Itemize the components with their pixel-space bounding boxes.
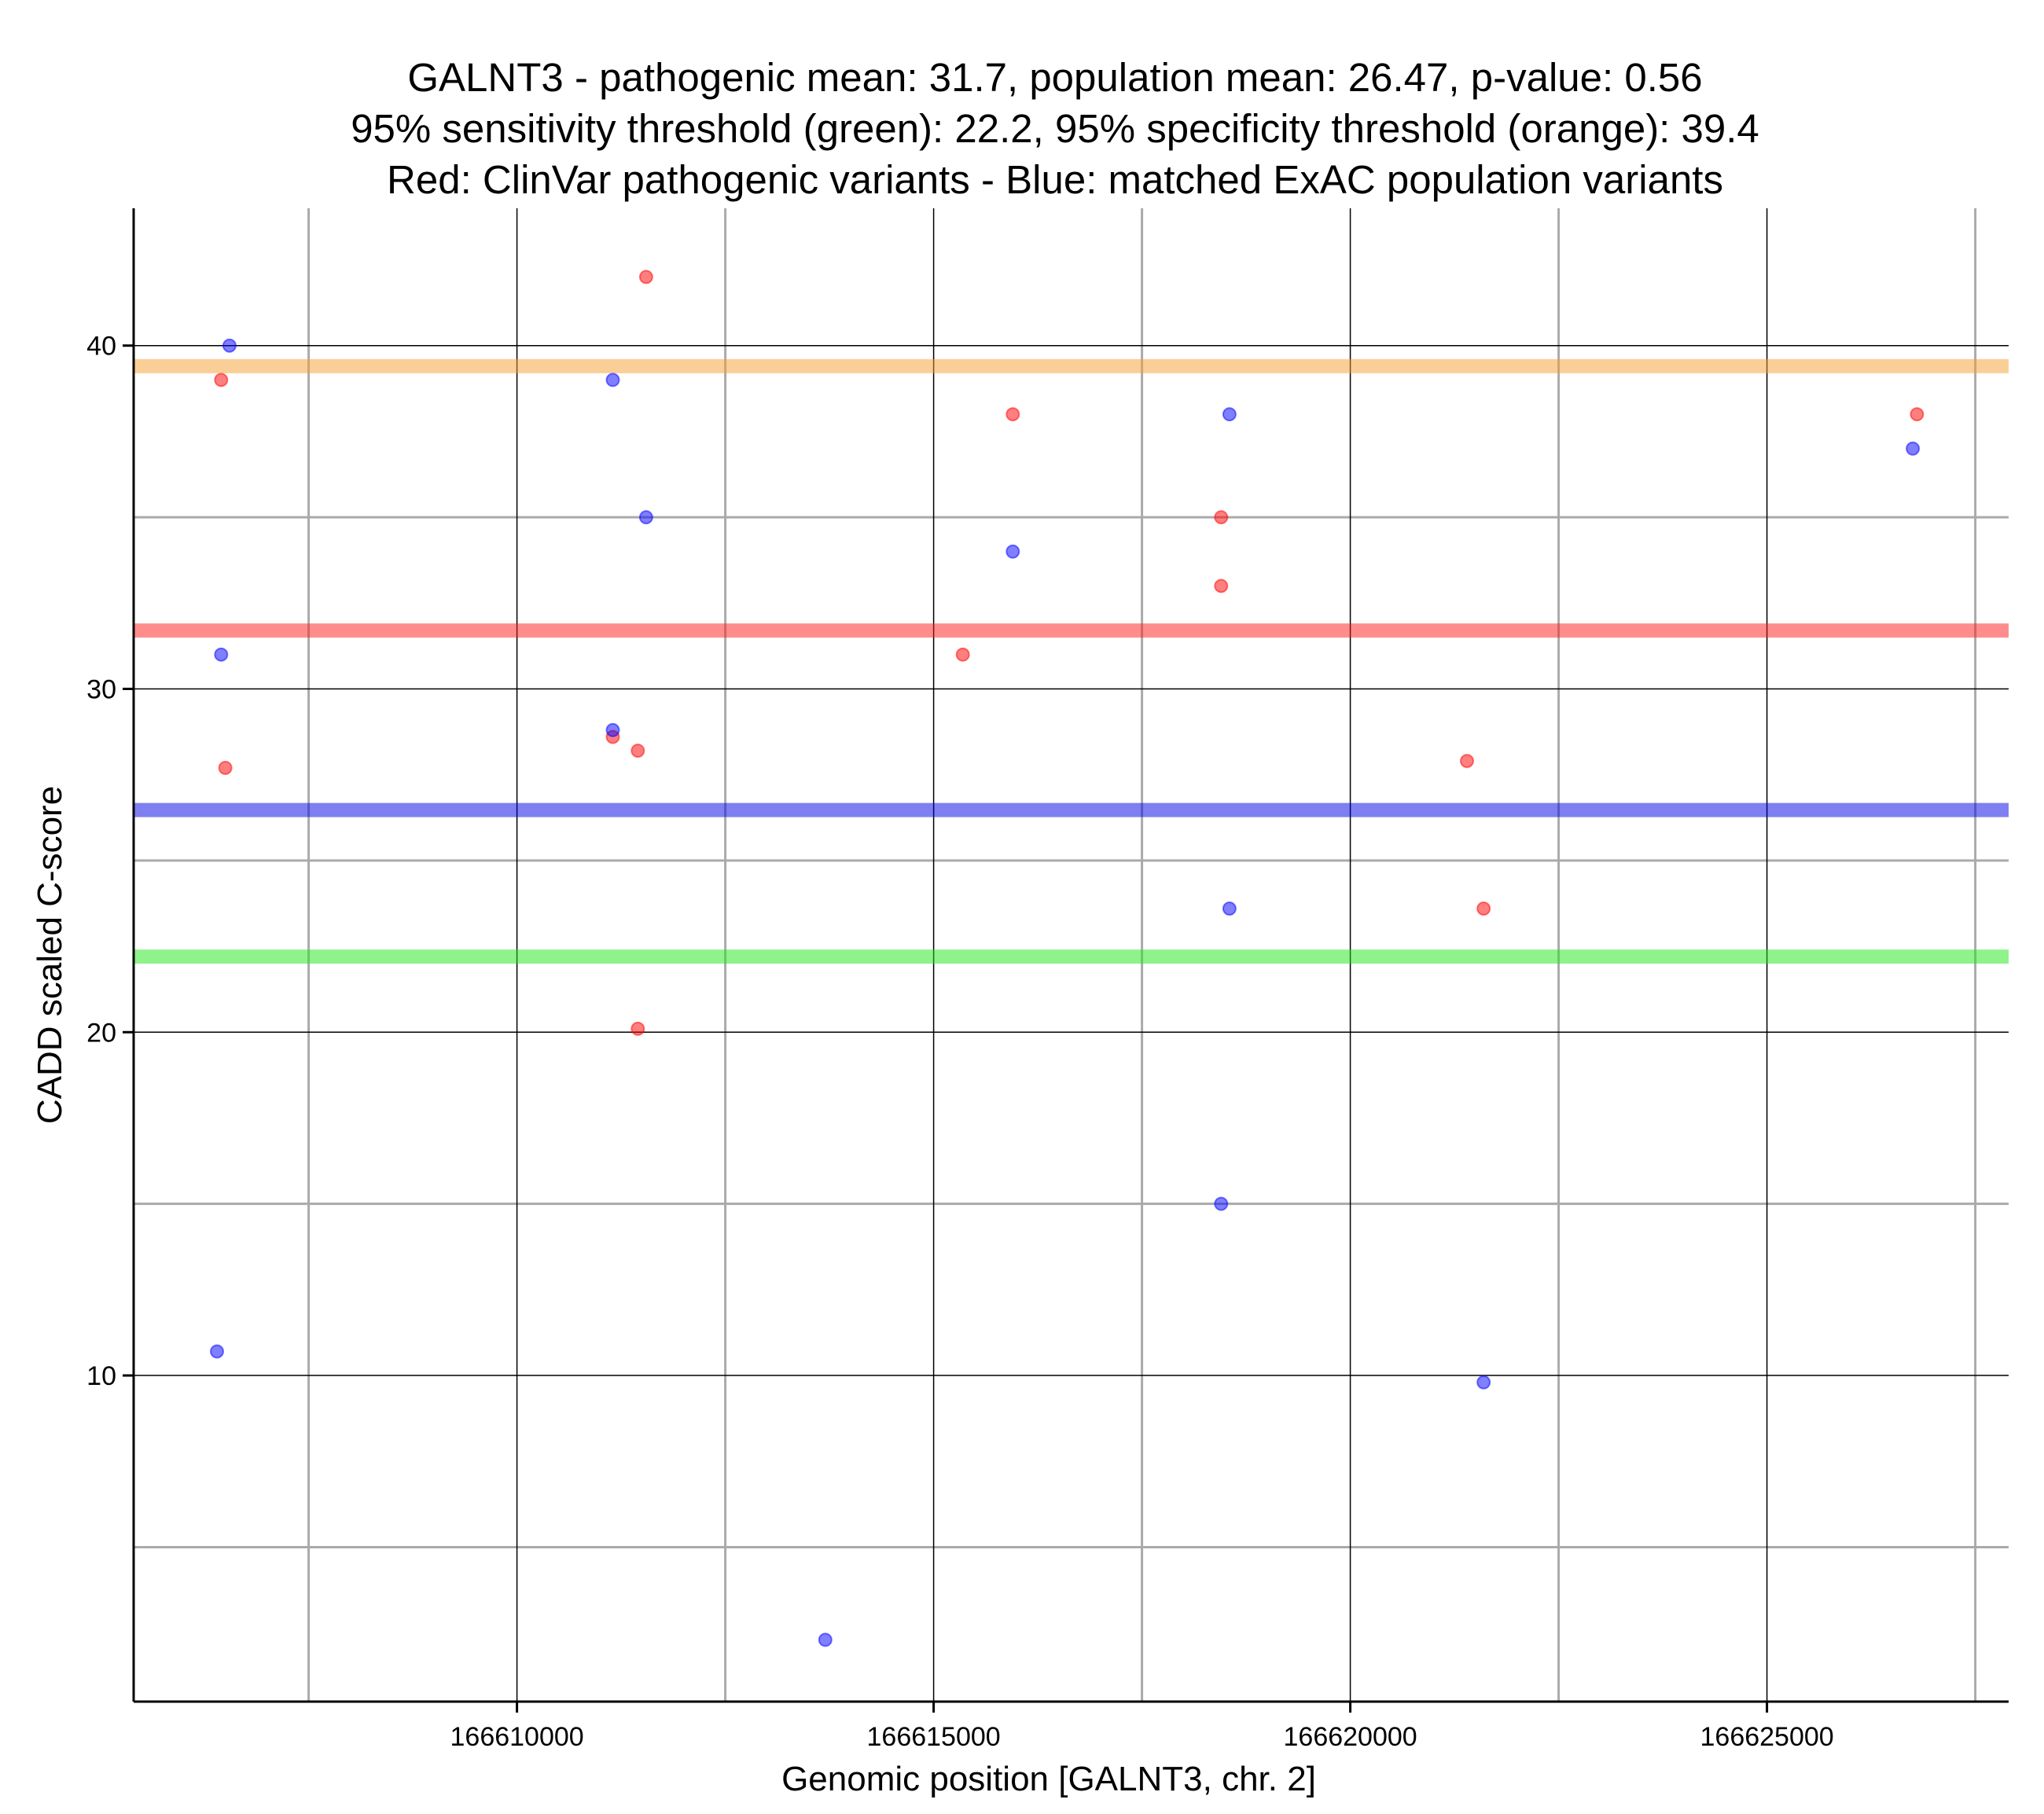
y-tick-label: 40 <box>86 332 116 362</box>
pathogenic-point <box>1005 407 1020 422</box>
population-point <box>1222 901 1237 916</box>
population-point <box>1005 544 1020 559</box>
pathogenic-point <box>1214 578 1229 593</box>
population-point <box>1476 1375 1491 1390</box>
tick-marks <box>123 344 1769 1713</box>
threshold-lines <box>134 358 2009 964</box>
chart-title: GALNT3 - pathogenic mean: 31.7, populati… <box>351 55 1759 202</box>
population-point <box>1222 407 1237 422</box>
data-points <box>210 270 1925 1647</box>
pathogenic-point <box>1476 901 1491 916</box>
pathogenic-point <box>214 373 229 387</box>
y-tick-label: 20 <box>86 1018 116 1048</box>
population-point <box>210 1344 224 1359</box>
x-tick-label: 166625000 <box>1700 1722 1834 1752</box>
population-point <box>605 373 620 387</box>
pathogenic-point <box>1214 510 1229 525</box>
pathogenic-point <box>1460 754 1474 769</box>
y-tick-label: 10 <box>86 1361 116 1391</box>
population-point <box>605 722 620 737</box>
title-line-1: GALNT3 - pathogenic mean: 31.7, populati… <box>407 55 1702 100</box>
population-point <box>214 647 229 662</box>
population-point <box>638 510 653 525</box>
pathogenic-point <box>630 744 645 758</box>
pathogenic-point <box>638 270 653 285</box>
x-tick-label: 166615000 <box>867 1722 1001 1752</box>
title-line-3: Red: ClinVar pathogenic variants - Blue:… <box>387 157 1723 202</box>
axes <box>132 208 2009 1703</box>
pathogenic-point <box>218 760 233 775</box>
pathogenic-point <box>955 647 970 662</box>
pathogenic-point <box>1910 407 1925 422</box>
x-axis-label: Genomic position [GALNT3, chr. 2] <box>781 1760 1316 1798</box>
title-line-2: 95% sensitivity threshold (green): 22.2,… <box>351 106 1759 151</box>
y-axis-label: CADD scaled C-score <box>31 786 69 1124</box>
population-point <box>1214 1196 1229 1211</box>
tick-labels: 166610000 166615000 166620000 166625000 10 20… <box>86 332 1834 1752</box>
y-tick-label: 30 <box>86 674 116 704</box>
population-point <box>222 338 237 353</box>
x-tick-label: 166610000 <box>450 1722 584 1752</box>
population-point <box>818 1632 833 1647</box>
x-tick-label: 166620000 <box>1284 1722 1417 1752</box>
pathogenic-point <box>630 1021 645 1036</box>
population-point <box>1906 441 1921 456</box>
